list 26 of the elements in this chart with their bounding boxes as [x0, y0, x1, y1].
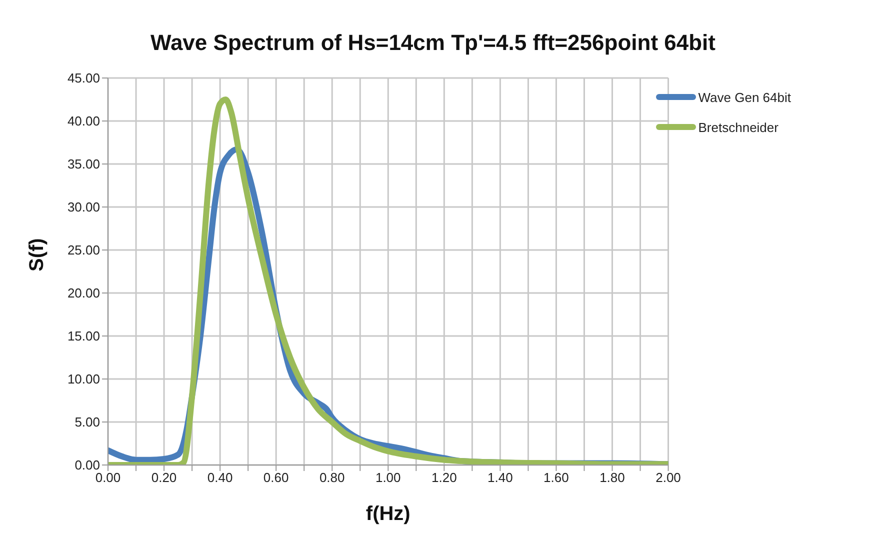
y-tick-label: 45.00 — [67, 70, 100, 86]
x-tick-label: 0.60 — [263, 470, 289, 486]
x-tick-label: 1.20 — [432, 470, 457, 486]
x-tick-label: 1.00 — [375, 470, 401, 486]
y-tick-label: 40.00 — [67, 114, 100, 129]
y-axis-title: S(f) — [26, 238, 48, 272]
x-tick-label: 0.20 — [151, 470, 177, 486]
y-tick-label: 0.00 — [74, 458, 100, 473]
x-tick-label: 0.40 — [207, 470, 233, 486]
x-tick-label: 1.60 — [544, 470, 569, 486]
x-tick-label: 0.80 — [319, 470, 345, 486]
y-tick-label: 10.00 — [67, 372, 100, 387]
x-tick-label: 2.00 — [656, 470, 681, 486]
x-tick-label: 1.80 — [600, 470, 625, 486]
x-axis-title: f(Hz) — [366, 503, 410, 525]
y-tick-label: 5.00 — [74, 414, 100, 430]
y-tick-label: 15.00 — [67, 328, 100, 344]
y-tick-label: 20.00 — [67, 286, 100, 301]
y-tick-label: 25.00 — [67, 242, 100, 258]
legend-label: Bretschneider — [698, 120, 778, 134]
x-tick-label: 1.40 — [488, 470, 513, 486]
x-tick-label: 0.00 — [95, 470, 121, 486]
legend-label: Wave Gen 64bit — [698, 90, 791, 104]
chart-title: Wave Spectrum of Hs=14cm Tp'=4.5 fft=256point 64bit — [150, 29, 716, 57]
y-tick-label: 30.00 — [67, 200, 100, 215]
y-tick-label: 35.00 — [67, 156, 100, 172]
